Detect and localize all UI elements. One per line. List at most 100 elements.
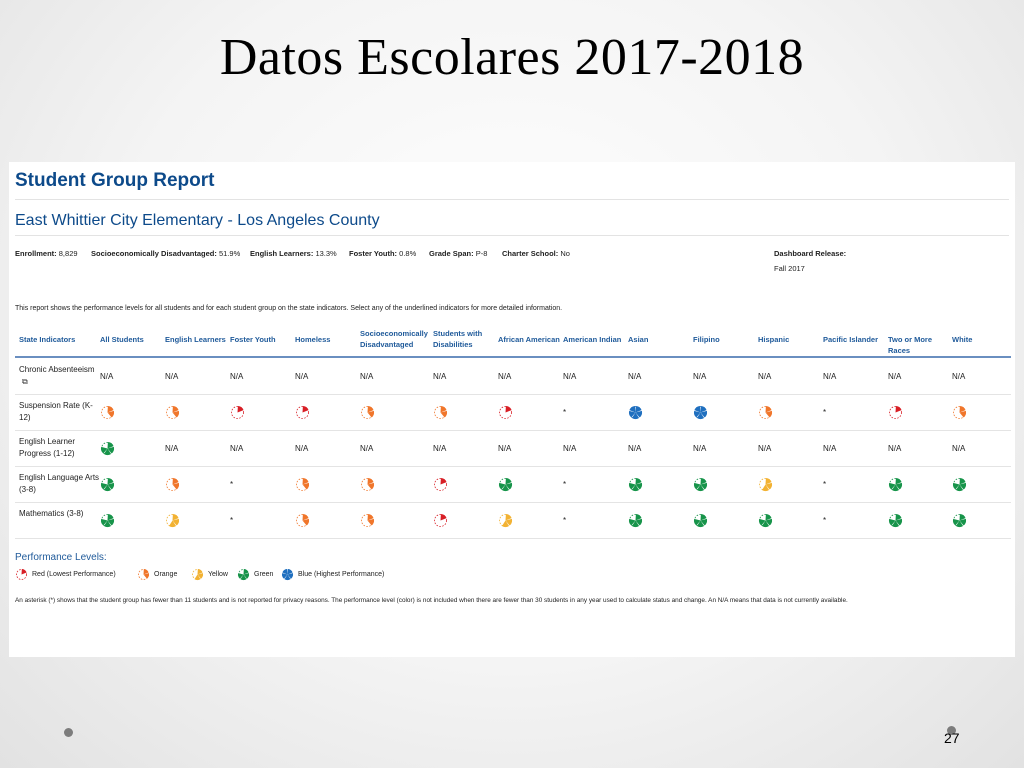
header-state-indicators: State Indicators xyxy=(19,335,76,344)
legend-item-yellow: Yellow xyxy=(191,568,228,581)
green-performance-icon xyxy=(888,466,948,502)
green-performance-icon xyxy=(628,502,688,538)
orange-performance-icon xyxy=(758,394,818,430)
report-title: Student Group Report xyxy=(15,170,215,191)
orange-performance-icon xyxy=(360,394,420,430)
cell-value: N/A xyxy=(498,371,512,381)
el-stat: English Learners: 13.3% xyxy=(250,249,337,258)
header-student-group: Hispanic xyxy=(758,335,790,344)
release-label: Dashboard Release: xyxy=(774,249,847,258)
indicator-label[interactable]: Chronic Absenteeism ⧉ xyxy=(19,364,101,388)
orange-performance-icon xyxy=(138,569,149,580)
cell-value: N/A xyxy=(433,371,447,381)
header-student-group: White xyxy=(952,335,973,344)
legend-label: Red (Lowest Performance) xyxy=(32,571,116,578)
cell-value: N/A xyxy=(693,443,707,453)
cell-value: * xyxy=(230,479,234,489)
cell-value: * xyxy=(823,479,827,489)
indicator-label[interactable]: English Learner Progress (1-12) xyxy=(19,436,101,460)
ses-stat: Socioeconomically Disadvantaged: 51.9% xyxy=(91,249,241,258)
indicator-row: Mathematics (3-8) * * * xyxy=(15,502,1011,539)
divider xyxy=(15,235,1009,236)
slide-bullet-dot xyxy=(947,726,956,735)
cell-value: N/A xyxy=(888,443,902,453)
red-performance-icon xyxy=(888,394,948,430)
header-student-group: All Students xyxy=(100,335,144,344)
indicator-label-text: English Language Arts (3-8) xyxy=(19,473,100,494)
orange-performance-icon xyxy=(165,394,225,430)
green-performance-icon xyxy=(952,502,1012,538)
cell-value: * xyxy=(563,479,567,489)
cell-value: N/A xyxy=(165,371,179,381)
green-performance-icon xyxy=(952,466,1012,502)
legend-title: Performance Levels: xyxy=(15,552,107,563)
yellow-performance-icon xyxy=(192,569,203,581)
report-intro: This report shows the performance levels… xyxy=(15,305,563,312)
cell-value: * xyxy=(563,515,567,525)
header-student-group: Asian xyxy=(628,335,649,344)
cell-value: N/A xyxy=(433,443,447,453)
orange-performance-icon xyxy=(100,394,160,430)
indicator-label[interactable]: English Language Arts (3-8) xyxy=(19,472,101,496)
green-performance-icon xyxy=(498,466,558,502)
legend-item-orange: Orange xyxy=(137,568,177,581)
legend-item-green: Green xyxy=(237,568,273,581)
indicator-label-text: Chronic Absenteeism xyxy=(19,365,95,374)
red-performance-icon xyxy=(16,569,27,580)
slide-title: Datos Escolares 2017-2018 xyxy=(219,29,805,86)
cell-value: N/A xyxy=(100,371,114,381)
legend-label: Blue (Highest Performance) xyxy=(298,571,385,578)
cell-value: N/A xyxy=(888,371,902,381)
red-performance-icon xyxy=(295,394,355,430)
green-performance-icon xyxy=(238,569,249,581)
orange-performance-icon xyxy=(165,466,225,502)
header-student-group: Homeless xyxy=(295,335,331,344)
cell-value: N/A xyxy=(295,443,309,453)
indicator-row: Chronic Absenteeism ⧉ N/A N/A N/A N/A N/A N/A N/… xyxy=(15,358,1011,395)
green-performance-icon xyxy=(888,502,948,538)
yellow-performance-icon xyxy=(165,502,225,538)
release-value: Fall 2017 xyxy=(774,264,805,273)
cell-value: N/A xyxy=(360,443,374,453)
cell-value: N/A xyxy=(693,371,707,381)
yellow-performance-icon xyxy=(758,466,818,502)
cell-value: * xyxy=(563,407,567,417)
header-student-group: Filipino xyxy=(693,335,720,344)
table-header: State Indicators All Students English Lear… xyxy=(15,324,1011,358)
cell-value: N/A xyxy=(295,371,309,381)
green-performance-icon xyxy=(693,502,753,538)
header-student-group: Two or More Races xyxy=(888,335,933,355)
indicator-label-text: Mathematics (3-8) xyxy=(19,509,84,518)
blue-performance-icon xyxy=(282,569,293,581)
legend-item-red: Red (Lowest Performance) xyxy=(15,568,116,581)
header-student-group: American Indian xyxy=(563,335,622,344)
grade-span-stat: Grade Span: P-8 xyxy=(429,249,488,258)
external-link-icon[interactable]: ⧉ xyxy=(22,377,28,386)
cell-value: * xyxy=(823,407,827,417)
indicator-label[interactable]: Suspension Rate (K-12) xyxy=(19,400,101,424)
legend-label: Orange xyxy=(154,571,178,578)
indicator-label[interactable]: Mathematics (3-8) xyxy=(19,508,101,520)
header-student-group: African American xyxy=(498,335,560,344)
header-student-group: Socioeconomically Disadvantaged xyxy=(360,329,428,349)
green-performance-icon xyxy=(628,466,688,502)
cell-value: N/A xyxy=(498,443,512,453)
legend-label: Yellow xyxy=(208,571,228,578)
indicator-row: English Learner Progress (1-12) N/A N/A N/A… xyxy=(15,430,1011,467)
cell-value: N/A xyxy=(165,443,179,453)
red-performance-icon xyxy=(433,466,493,502)
cell-value: N/A xyxy=(823,443,837,453)
orange-performance-icon xyxy=(360,502,420,538)
indicator-label-text: English Learner Progress (1-12) xyxy=(19,437,76,458)
cell-value: N/A xyxy=(563,371,577,381)
red-performance-icon xyxy=(498,394,558,430)
header-student-group: English Learners xyxy=(165,335,226,344)
divider xyxy=(15,199,1009,200)
header-student-group: Students with Disabilities xyxy=(433,329,483,349)
orange-performance-icon xyxy=(952,394,1012,430)
cell-value: N/A xyxy=(758,443,772,453)
header-student-group: Foster Youth xyxy=(230,335,276,344)
cell-value: N/A xyxy=(952,371,966,381)
indicator-row: Suspension Rate (K-12) * * xyxy=(15,394,1011,431)
cell-value: * xyxy=(230,515,234,525)
